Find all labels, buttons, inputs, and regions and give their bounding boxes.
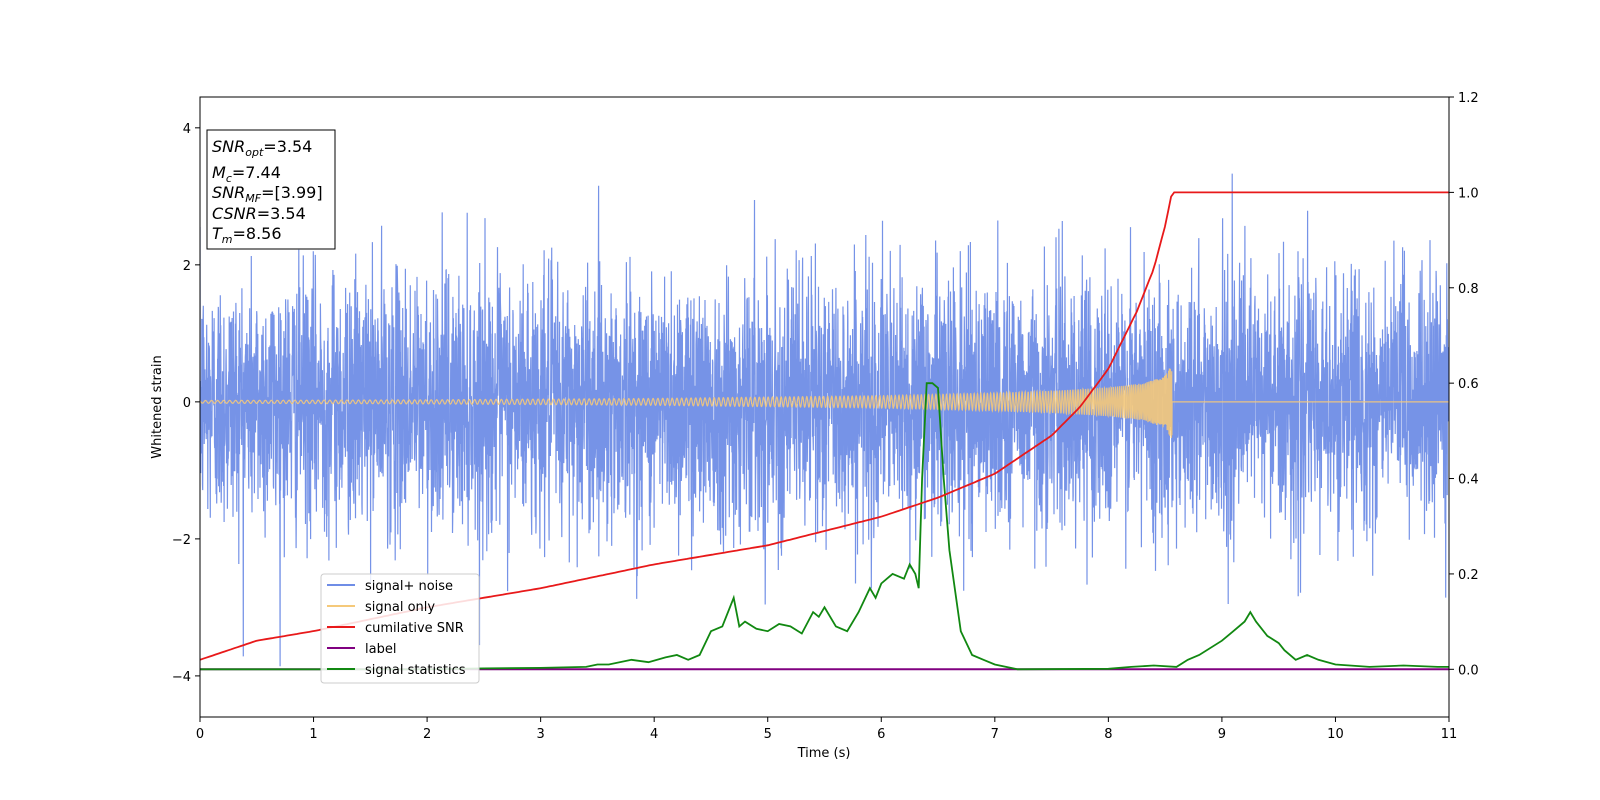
- info-tm: Tm=8.56: [212, 224, 282, 246]
- series-signal-only: [200, 368, 1449, 439]
- legend-label-label: label: [365, 642, 396, 657]
- x-tick-label: 2: [423, 727, 431, 742]
- y2-tick-label: 0.4: [1458, 473, 1479, 488]
- info-snr-mf: SNRMF=[3.99]: [212, 183, 323, 205]
- x-tick-label: 5: [764, 727, 772, 742]
- x-tick-label: 6: [877, 727, 885, 742]
- legend-label-signal-only: signal only: [365, 600, 435, 615]
- series-signal-noise: [200, 173, 1449, 667]
- y-tick-label: −4: [172, 670, 191, 685]
- x-tick-label: 11: [1441, 727, 1458, 742]
- axes: 4 2 0 −2 −4 1.2 1.0 0.8 0.6 0.4 0.2 0.0 0 1 2 3 4 5 6 7 8 9 10…: [172, 91, 1479, 742]
- y2-tick-label: 0.6: [1458, 377, 1479, 392]
- legend-label-cumulative-snr: cumilative SNR: [365, 621, 464, 636]
- info-box-frame: [206, 129, 336, 250]
- series-signal-statistics: [200, 382, 1449, 671]
- y2-tick-label: 0.8: [1458, 282, 1479, 297]
- y2-tick-label: 0.2: [1458, 568, 1479, 583]
- x-tick-label: 8: [1104, 727, 1112, 742]
- x-tick-label: 7: [991, 727, 999, 742]
- info-snr-opt: SNRopt=3.54: [212, 137, 312, 159]
- y2-tick-label: 0.0: [1458, 663, 1479, 678]
- x-tick-label: 10: [1327, 727, 1344, 742]
- info-csnr: CSNR=3.54: [212, 204, 306, 223]
- y-tick-label: 0: [183, 396, 191, 411]
- legend-frame: [320, 573, 480, 684]
- info-mc: Mc=7.44: [212, 163, 281, 185]
- y-tick-label: 4: [183, 122, 191, 137]
- x-axis-label: Time (s): [797, 746, 851, 761]
- y2-tick-label: 1.0: [1458, 186, 1479, 201]
- plot-frame: [199, 96, 1450, 718]
- x-tick-label: 0: [196, 727, 204, 742]
- y2-tick-label: 1.2: [1458, 91, 1479, 106]
- x-tick-label: 9: [1218, 727, 1226, 742]
- legend: signal+ noise signal only cumilative SNR…: [320, 573, 480, 684]
- x-tick-label: 1: [309, 727, 317, 742]
- y-tick-label: −2: [172, 533, 191, 548]
- x-tick-label: 3: [536, 727, 544, 742]
- x-tick-label: 4: [650, 727, 658, 742]
- y-tick-label: 2: [183, 259, 191, 274]
- info-box: SNRopt=3.54 Mc=7.44 SNRMF=[3.99] CSNR=3.…: [206, 129, 336, 250]
- legend-label-signal-noise: signal+ noise: [365, 579, 453, 594]
- y-axis-label: Whitened strain: [150, 355, 165, 458]
- legend-label-signal-statistics: signal statistics: [365, 663, 466, 678]
